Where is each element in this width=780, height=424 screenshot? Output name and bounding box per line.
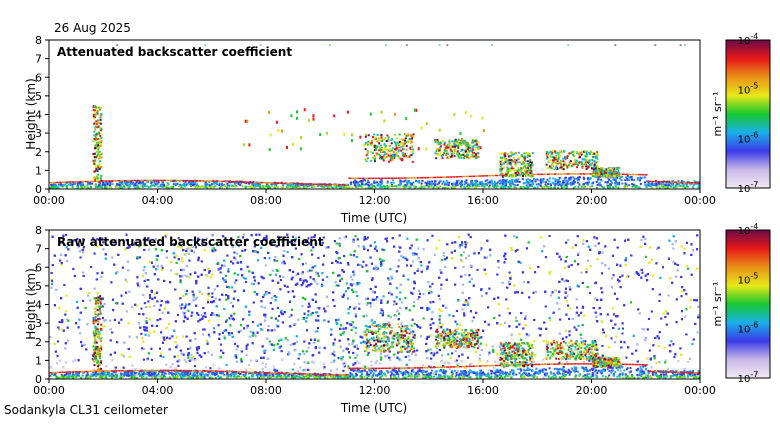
panel-title: Attenuated backscatter coefficient [57, 45, 292, 59]
x-tick-label: 08:00 [250, 384, 282, 397]
x-axis-label: Time (UTC) [340, 401, 407, 415]
colorbar [726, 230, 770, 378]
y-tick-label: 1 [35, 164, 42, 177]
x-tick-label: 00:00 [684, 384, 716, 397]
y-tick-label: 8 [35, 224, 42, 237]
x-tick-label: 04:00 [142, 194, 174, 207]
colorbar-label: m⁻¹ sr⁻¹ [711, 282, 724, 327]
plot-area [49, 40, 700, 189]
x-tick-label: 20:00 [576, 384, 608, 397]
colorbar-label: m⁻¹ sr⁻¹ [711, 92, 724, 137]
x-tick-label: 16:00 [467, 194, 499, 207]
panel-attenuated-backscatter: Attenuated backscatter coefficient 01234… [24, 32, 770, 225]
x-tick-label: 12:00 [359, 384, 391, 397]
x-tick-label: 08:00 [250, 194, 282, 207]
panel-raw-attenuated-backscatter: Raw attenuated backscatter coefficient 0… [24, 222, 770, 415]
x-axis: 00:00 04:00 08:00 12:00 16:00 20:00 00:00 [33, 189, 716, 207]
x-tick-label: 12:00 [359, 194, 391, 207]
date-label: 26 Aug 2025 [54, 21, 131, 35]
x-tick-label: 04:00 [142, 384, 174, 397]
x-axis-label: Time (UTC) [340, 211, 407, 225]
x-tick-label: 00:00 [684, 194, 716, 207]
y-tick-label: 7 [35, 53, 42, 66]
x-axis: 00:00 04:00 08:00 12:00 16:00 20:00 00:00 [33, 379, 716, 397]
x-tick-label: 00:00 [33, 194, 65, 207]
panel-title: Raw attenuated backscatter coefficient [57, 235, 324, 249]
instrument-label: Sodankyla CL31 ceilometer [4, 403, 168, 417]
colorbar [726, 40, 770, 188]
x-tick-label: 16:00 [467, 384, 499, 397]
y-tick-label: 1 [35, 354, 42, 367]
x-tick-label: 20:00 [576, 194, 608, 207]
y-axis-label: Height (km) [24, 78, 38, 149]
y-axis-label: Height (km) [24, 268, 38, 339]
y-tick-label: 7 [35, 243, 42, 256]
y-tick-label: 8 [35, 34, 42, 47]
x-tick-label: 00:00 [33, 384, 65, 397]
